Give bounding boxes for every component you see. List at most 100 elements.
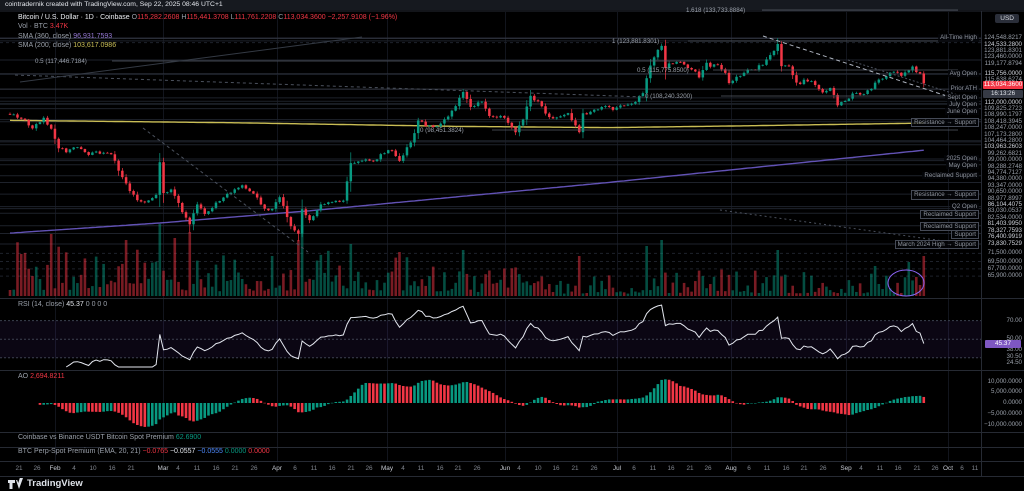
- level-annotation-label[interactable]: Reclaimed Support: [920, 221, 979, 232]
- ohlc-value: 115,441.3708: [186, 14, 231, 21]
- price-scale-label: 88,977.8997: [987, 194, 1022, 202]
- time-axis-label: 4: [401, 465, 405, 472]
- ohlc-letter: L: [230, 14, 235, 21]
- fib-level-label[interactable]: 1.618 (133,733.8884): [686, 6, 746, 14]
- price-scale-label: 99,000.0000: [987, 156, 1022, 164]
- rsi-value-badge: 45.37: [985, 339, 1021, 348]
- price-scale-label: 76,400.9919: [987, 232, 1022, 240]
- time-axis-label: 26: [365, 465, 373, 472]
- fib-level-label[interactable]: 0 (98,451.3824): [420, 126, 464, 134]
- volume-legend-row[interactable]: Vol · BTC 3.47K: [18, 22, 397, 31]
- symbol-legend-row[interactable]: Bitcoin / U.S. Dollar · 1D · Coinbase O1…: [18, 13, 397, 22]
- currency-button[interactable]: USD: [995, 14, 1019, 23]
- perp-value-1: −0.0765: [142, 448, 169, 455]
- price-scale-label: 90,650.0000: [987, 188, 1022, 196]
- rsi-scale-label: 38.00: [1006, 346, 1022, 354]
- rsi-scale-label: 30.50: [1006, 353, 1022, 361]
- volume-label: Vol · BTC: [18, 23, 48, 31]
- symbol-title[interactable]: Bitcoin / U.S. Dollar · 1D · Coinbase: [18, 14, 130, 21]
- time-axis-label: 6: [747, 465, 751, 472]
- time-axis-label: 21: [15, 465, 23, 472]
- level-annotation-label[interactable]: Resistance → Support: [911, 190, 979, 200]
- time-axis-label: 21: [913, 465, 921, 472]
- ao-label: AO: [18, 373, 29, 380]
- time-axis-label: 26: [704, 465, 712, 472]
- price-scale-label: 83,030.0537: [987, 207, 1022, 215]
- price-scale[interactable]: USD 124,548.8217 124,533.2800 123,881.8301…: [982, 0, 1024, 491]
- price-scale-label: 124,533.2800: [984, 40, 1022, 48]
- price-scale-label: 123,881.8301: [984, 46, 1022, 54]
- perp-premium-legend-row[interactable]: BTC Perp-Spot Premium (EMA, 20, 21) −0.0…: [18, 448, 270, 455]
- ohlc-values: O115,282.2608 H115,441.3708 L111,761.220…: [132, 14, 328, 21]
- level-annotation-label[interactable]: May Open: [946, 161, 979, 170]
- ao-scale-label: 0.0000: [1003, 399, 1022, 406]
- level-annotation-label[interactable]: March 2024 High → Support: [894, 239, 979, 250]
- level-annotation-label[interactable]: June Open: [944, 107, 979, 116]
- time-axis-label: 16: [894, 465, 902, 472]
- level-annotation-label[interactable]: Reclaimed Support: [922, 171, 979, 180]
- time-axis-label: 26: [819, 465, 827, 472]
- time-axis-label: Apr: [272, 465, 282, 472]
- perp-value-2: −0.0557: [169, 448, 196, 455]
- time-axis-label: 21: [231, 465, 239, 472]
- sma200-legend-row[interactable]: SMA (200, close) 103,617.0986: [18, 41, 397, 50]
- time-axis-label: 16: [782, 465, 790, 472]
- time-axis-label: 16: [212, 465, 220, 472]
- ohlc-value: 115,282.2608: [137, 14, 182, 21]
- price-scale-label: 112,000.0000: [984, 98, 1022, 106]
- time-axis-label: 21: [347, 465, 355, 472]
- fib-level-label[interactable]: 0.5 (117,446.7184): [35, 57, 87, 65]
- cb-premium-legend-row[interactable]: Coinbase vs Binance USDT Bitcoin Spot Pr…: [18, 434, 201, 441]
- time-axis-label: Sep: [840, 465, 852, 472]
- ohlc-letter: O: [131, 14, 138, 21]
- ao-scale-label: −5,000.0000: [987, 409, 1022, 417]
- change-value: −2,257.9108 (−1.96%): [327, 14, 398, 21]
- level-annotation-label[interactable]: Prior ATH: [948, 85, 979, 93]
- fib-level-label[interactable]: 0.5 (115,775.8500): [637, 66, 689, 74]
- level-annotation-label[interactable]: Q2 Open: [949, 202, 979, 211]
- symbol-legend: Bitcoin / U.S. Dollar · 1D · Coinbase O1…: [18, 13, 397, 51]
- level-annotation-label[interactable]: 2025 Open: [944, 154, 979, 163]
- tradingview-wordmark: TradingView: [27, 478, 83, 489]
- level-annotation-label[interactable]: Support: [951, 229, 979, 239]
- time-axis-label: 16: [108, 465, 116, 472]
- level-annotation-label[interactable]: Resistance → Support: [911, 117, 979, 128]
- time-axis-label: 11: [876, 465, 884, 472]
- time-axis-label: 21: [127, 465, 135, 472]
- price-scale-label: 86,104.4075: [987, 200, 1022, 208]
- level-annotation-label[interactable]: Avg Open: [947, 69, 979, 78]
- level-annotation-label[interactable]: Sept Open: [945, 93, 979, 102]
- ohlc-letter: H: [181, 14, 187, 21]
- price-scale-label: 94,380.0000: [987, 175, 1022, 183]
- ao-legend-row[interactable]: AO 2,694.8211: [18, 373, 65, 380]
- fib-level-label[interactable]: 0 (108,240.3200): [645, 92, 693, 100]
- tradingview-logo-icon: [8, 478, 23, 489]
- sma360-legend-row[interactable]: SMA (360, close) 96,931.7593: [18, 32, 397, 41]
- level-annotation-label[interactable]: All-Time High: [938, 34, 979, 42]
- price-scale-label: 98,288.2748: [987, 162, 1022, 170]
- tradingview-footer-logo[interactable]: TradingView: [8, 478, 83, 489]
- ao-value: 2,694.8211: [30, 373, 65, 380]
- time-axis-label: 16: [328, 465, 336, 472]
- time-axis-label: 26: [931, 465, 939, 472]
- time-axis-label: May: [380, 465, 394, 472]
- rsi-legend-row[interactable]: RSI (14, close) 45.37 0 0 0 0: [18, 301, 107, 308]
- time-axis-label: Oct: [943, 465, 953, 472]
- sma200-value: 103,617.0986: [73, 42, 117, 50]
- time-axis-label: 26: [590, 465, 598, 472]
- level-annotation-label[interactable]: Reclaimed Support: [920, 209, 979, 220]
- rsi-scale-label: 70.00: [1006, 316, 1022, 324]
- time-axis-label: 16: [667, 465, 675, 472]
- time-axis-label: Feb: [49, 465, 61, 472]
- rsi-value: 45.37: [66, 301, 84, 308]
- fib-level-label[interactable]: 1 (123,881.8301): [612, 37, 660, 45]
- price-scale-label: 108,418.3945: [984, 117, 1022, 125]
- level-annotation-label[interactable]: July Open: [947, 100, 979, 109]
- time-axis-label: Aug: [725, 465, 737, 472]
- price-scale-label: 65,900.0000: [987, 272, 1022, 280]
- time-axis-label: 21: [800, 465, 808, 472]
- price-scale-label: 93,347.0000: [987, 181, 1022, 189]
- time-axis-label: 11: [310, 465, 318, 472]
